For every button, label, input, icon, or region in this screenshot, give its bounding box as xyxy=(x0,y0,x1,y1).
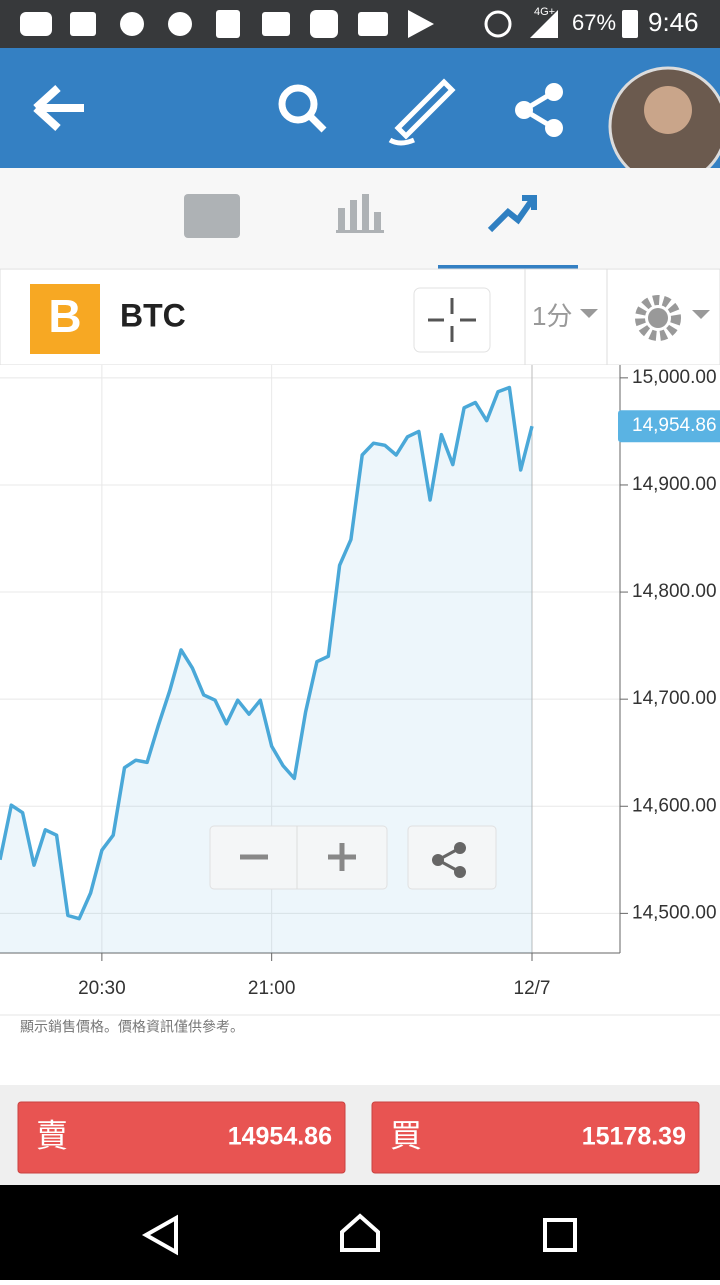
timeframe-selector[interactable]: 1分 xyxy=(532,301,572,331)
timeframe-arrow xyxy=(580,309,598,318)
price-line xyxy=(0,385,534,921)
chart-share-icon xyxy=(432,842,466,878)
buy-button[interactable] xyxy=(371,1101,700,1174)
x-tick-label: 12/7 xyxy=(514,978,551,999)
chart: 14,500.00 14,600.00 14,700.00 14,800.00 14,9… xyxy=(0,365,720,999)
tab-chart[interactable] xyxy=(487,195,537,233)
nav-bar xyxy=(0,1185,720,1280)
back-button[interactable] xyxy=(33,85,84,131)
y-tick-label: 14,500.00 xyxy=(632,902,717,923)
y-tick-label: 14,900.00 xyxy=(632,474,717,495)
crosshair-icon xyxy=(428,298,476,342)
zoom-in-button[interactable] xyxy=(328,843,356,871)
x-tick-label: 20:30 xyxy=(78,978,126,999)
zoom-controls xyxy=(209,825,388,890)
last-price-badge xyxy=(618,410,720,443)
battery-level: 67% xyxy=(572,10,616,35)
share-button[interactable] xyxy=(515,83,563,137)
status-icons xyxy=(20,10,638,38)
tab-news[interactable] xyxy=(184,194,240,238)
network-type: 4G+ xyxy=(534,6,555,18)
buy-label: 買 xyxy=(390,1117,422,1153)
last-price-label: 14,954.86 xyxy=(632,415,717,436)
x-tick-label: 21:00 xyxy=(248,978,296,999)
tab-bar xyxy=(0,168,720,268)
settings-button[interactable] xyxy=(635,295,681,341)
nav-back[interactable] xyxy=(141,1214,178,1256)
y-tick-label: 14,600.00 xyxy=(632,795,717,816)
clock: 9:46 xyxy=(648,7,699,37)
tab-indicator xyxy=(438,265,578,269)
chart-share-button[interactable] xyxy=(407,825,497,890)
app-bar xyxy=(0,48,720,168)
edit-button[interactable] xyxy=(388,78,456,146)
sell-button[interactable] xyxy=(17,1101,346,1174)
btc-logo xyxy=(30,284,100,354)
y-tick-label: 14,800.00 xyxy=(632,581,717,602)
settings-arrow xyxy=(692,310,710,319)
instrument-symbol: BTC xyxy=(120,297,186,333)
y-tick-label: 14,700.00 xyxy=(632,688,717,709)
y-tick-label: 15,000.00 xyxy=(632,367,717,388)
settings-hub xyxy=(648,308,668,328)
disclaimer: 顯示銷售價格。價格資訊僅供參考。 xyxy=(20,1019,244,1035)
crosshair-button[interactable] xyxy=(413,287,491,353)
sell-label: 賣 xyxy=(36,1117,68,1153)
sell-price: 14954.86 xyxy=(228,1123,332,1151)
nav-recents[interactable] xyxy=(543,1218,577,1252)
nav-home[interactable] xyxy=(340,1213,380,1252)
search-button[interactable] xyxy=(278,84,327,133)
btc-logo-glyph: B xyxy=(48,290,81,342)
area-fill xyxy=(0,387,532,953)
instrument-header xyxy=(0,268,720,366)
tab-stats[interactable] xyxy=(336,194,384,233)
buy-price: 15178.39 xyxy=(582,1123,686,1151)
avatar-face xyxy=(644,86,692,134)
